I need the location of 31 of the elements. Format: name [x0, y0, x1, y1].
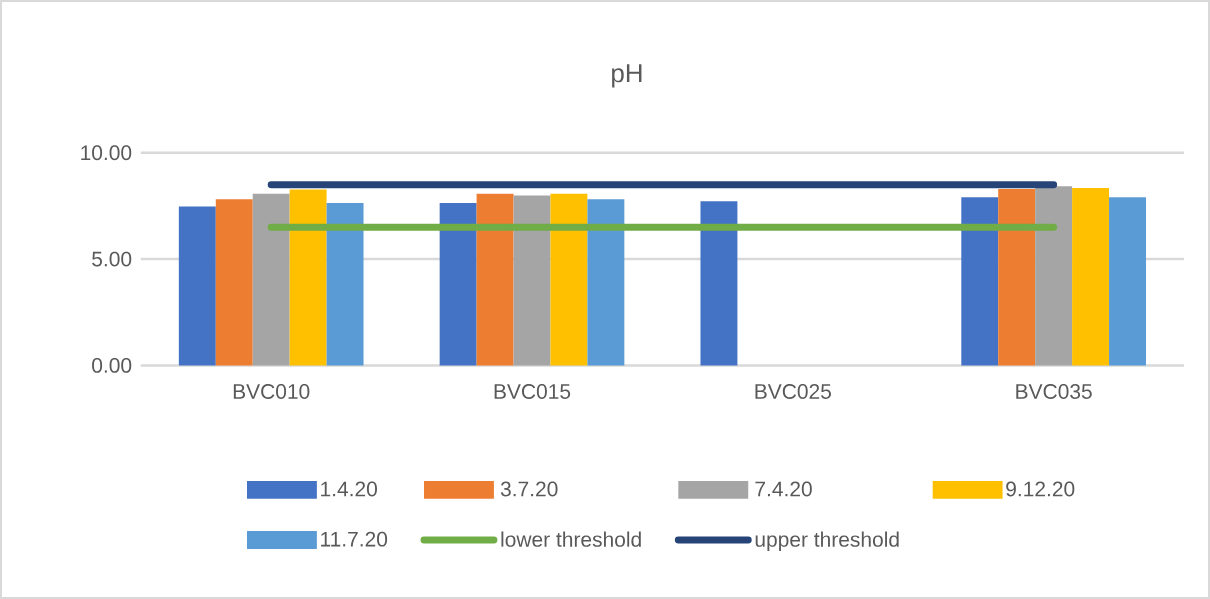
bar [215, 199, 253, 366]
legend-label: upper threshold [755, 531, 899, 551]
y-tick-label: 5.00 [92, 251, 132, 267]
y-tick-label: 0.00 [92, 357, 132, 373]
bar [252, 193, 290, 366]
y-tick-label: 10.00 [81, 145, 132, 161]
x-tick-label: BVC025 [755, 384, 831, 399]
legend-label: lower threshold [501, 531, 641, 547]
bar [1035, 186, 1073, 366]
bar [178, 206, 216, 366]
chart-title: pH [612, 64, 642, 88]
bar [1072, 188, 1110, 366]
x-tick-label: BVC015 [494, 384, 571, 399]
bar [439, 202, 477, 366]
bar [289, 189, 327, 366]
bar [587, 199, 625, 366]
bar [476, 193, 514, 366]
bar [961, 197, 999, 366]
bar [1109, 197, 1146, 366]
x-tick-label: BVC010 [233, 384, 310, 399]
bar [998, 188, 1036, 366]
bar [700, 201, 738, 366]
legend-label: 7.4.20 [755, 481, 812, 497]
x-tick-label: BVC035 [1016, 384, 1092, 399]
legend-label: 9.12.20 [1006, 481, 1075, 497]
bar [326, 202, 364, 366]
legend-label: 1.4.20 [321, 481, 377, 497]
legend-label: 3.7.20 [500, 481, 558, 497]
bar [513, 195, 551, 366]
bar [550, 193, 588, 366]
legend-label: 11.7.20 [321, 531, 388, 547]
